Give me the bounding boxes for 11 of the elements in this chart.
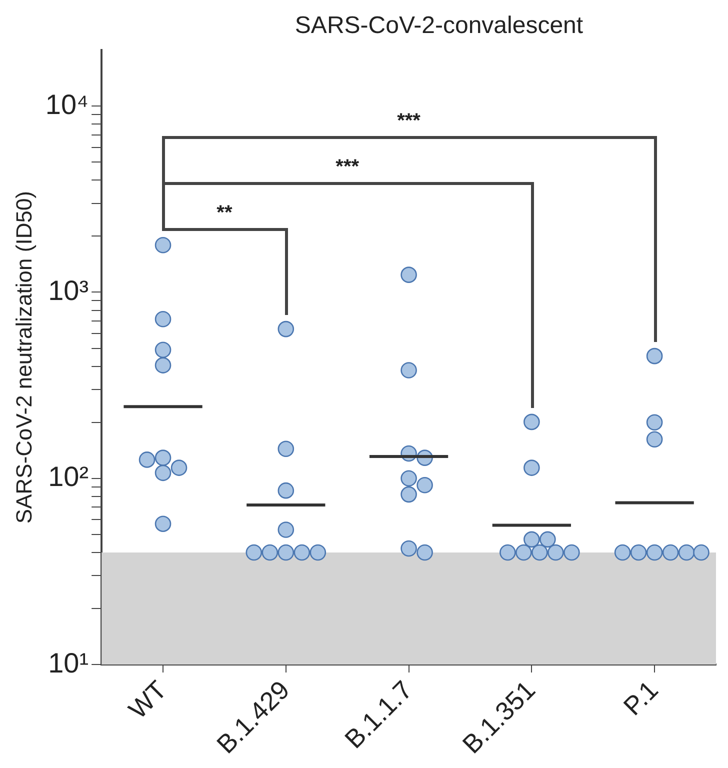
x-tick-label: WT: [122, 674, 172, 724]
annotation: ***: [397, 110, 420, 134]
y-tick-label: 10⁴: [45, 88, 89, 120]
annotation: ***: [336, 156, 360, 180]
y-tick-label: 10³: [48, 274, 89, 306]
y-tick-label: 10²: [48, 461, 89, 492]
chart-title: SARS-CoV-2-convalescent: [294, 12, 584, 40]
y-axis-title: SARS-CoV-2 neutralization (ID50): [11, 190, 36, 524]
x-tick-label: P.1: [617, 674, 664, 722]
annotation: **: [216, 202, 232, 226]
y-tick-label: 10¹: [48, 647, 89, 678]
